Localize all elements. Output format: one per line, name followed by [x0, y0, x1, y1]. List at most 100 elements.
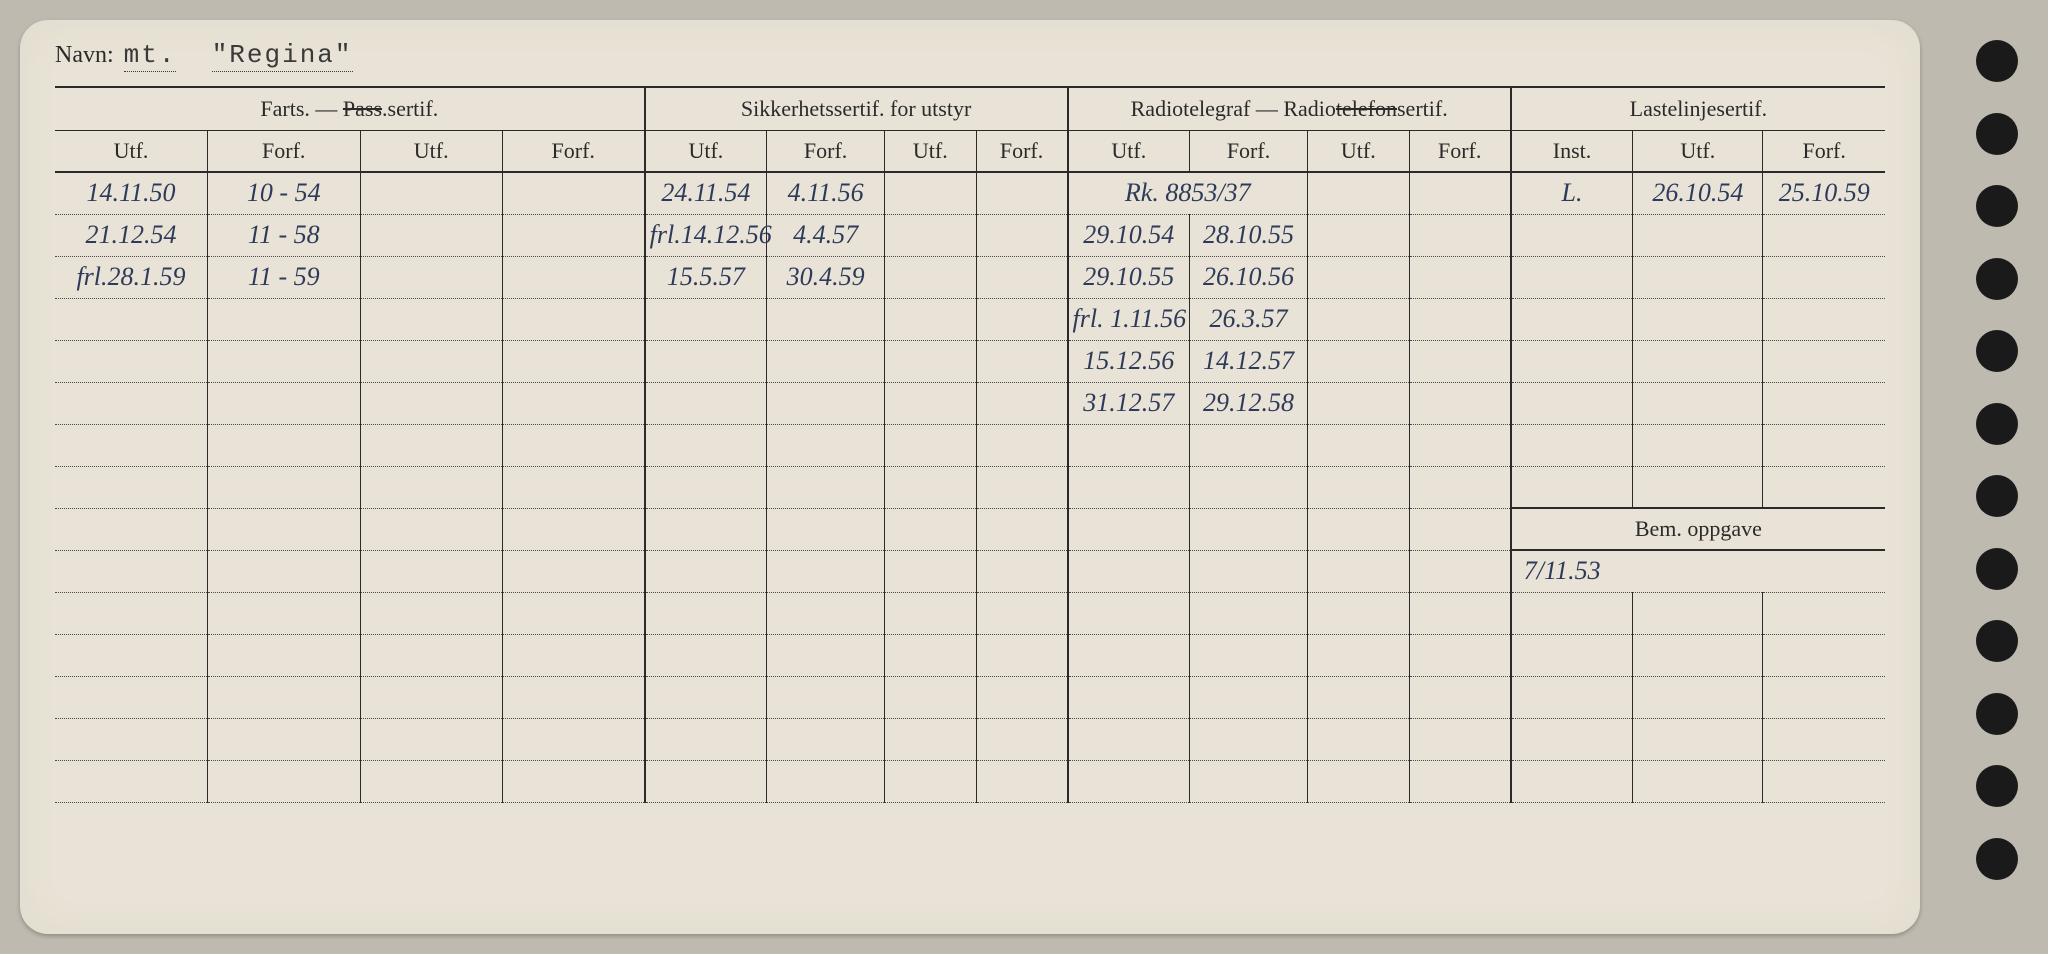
cell	[1307, 718, 1409, 760]
cell	[1511, 424, 1633, 466]
cell	[502, 424, 644, 466]
cell	[885, 508, 976, 550]
cell	[1763, 718, 1885, 760]
cell	[208, 340, 361, 382]
cell	[767, 424, 885, 466]
cell	[976, 634, 1067, 676]
cell	[1190, 508, 1308, 550]
cell	[55, 592, 208, 634]
cell	[1409, 214, 1511, 256]
cell	[645, 676, 767, 718]
cell	[360, 634, 502, 676]
cell	[976, 172, 1067, 214]
cell	[767, 634, 885, 676]
punch-hole	[1976, 765, 2018, 807]
cell	[767, 550, 885, 592]
cell	[360, 676, 502, 718]
cell	[767, 466, 885, 508]
col-inst: Inst.	[1511, 130, 1633, 172]
cell	[1307, 424, 1409, 466]
cell	[208, 676, 361, 718]
col-forf: Forf.	[976, 130, 1067, 172]
col-forf: Forf.	[1763, 130, 1885, 172]
cell	[976, 256, 1067, 298]
cell	[1763, 424, 1885, 466]
table-row	[55, 466, 1885, 508]
col-group-farts: Farts. — Pass.sertif.	[55, 88, 645, 130]
cell	[976, 676, 1067, 718]
cell	[885, 676, 976, 718]
cell	[645, 634, 767, 676]
punch-hole	[1976, 258, 2018, 300]
cell	[1763, 466, 1885, 508]
cell	[1307, 256, 1409, 298]
cell	[976, 718, 1067, 760]
cell	[1763, 214, 1885, 256]
cell	[1307, 676, 1409, 718]
cell	[1190, 676, 1308, 718]
cell	[1307, 760, 1409, 802]
cell	[645, 340, 767, 382]
cell	[55, 382, 208, 424]
cell	[502, 634, 644, 676]
cell	[1409, 298, 1511, 340]
punch-hole	[1976, 693, 2018, 735]
cell	[55, 634, 208, 676]
cell	[885, 466, 976, 508]
cell	[1633, 592, 1763, 634]
cell	[1307, 592, 1409, 634]
cell	[1190, 634, 1308, 676]
col-utf: Utf.	[360, 130, 502, 172]
cell: 31.12.57	[1068, 382, 1190, 424]
cell	[1190, 592, 1308, 634]
cell	[502, 172, 644, 214]
cell	[360, 718, 502, 760]
col-forf: Forf.	[767, 130, 885, 172]
cell	[1409, 424, 1511, 466]
cell	[767, 718, 885, 760]
cell	[1511, 592, 1633, 634]
cell	[1190, 466, 1308, 508]
cell	[55, 424, 208, 466]
cell	[645, 382, 767, 424]
cell	[1409, 382, 1511, 424]
cell	[1068, 550, 1190, 592]
cell	[1511, 256, 1633, 298]
cell	[976, 508, 1067, 550]
cell	[1307, 550, 1409, 592]
cell	[976, 760, 1067, 802]
cell	[1511, 466, 1633, 508]
cell	[360, 298, 502, 340]
cell	[885, 550, 976, 592]
table-row: 21.12.5411 - 58frl.14.12.564.4.5729.10.5…	[55, 214, 1885, 256]
cell: 25.10.59	[1763, 172, 1885, 214]
cell: 29.10.54	[1068, 214, 1190, 256]
punch-hole	[1976, 838, 2018, 880]
cell	[360, 466, 502, 508]
cell: 15.5.57	[645, 256, 767, 298]
cell	[1307, 340, 1409, 382]
cell	[208, 298, 361, 340]
cell	[1409, 676, 1511, 718]
cell	[502, 466, 644, 508]
cell	[1409, 718, 1511, 760]
cell	[767, 676, 885, 718]
table-row	[55, 634, 1885, 676]
cell: 14.11.50	[55, 172, 208, 214]
cell: 30.4.59	[767, 256, 885, 298]
cell	[645, 466, 767, 508]
cell	[885, 718, 976, 760]
table-row: 15.12.5614.12.57	[55, 340, 1885, 382]
cell	[645, 592, 767, 634]
cell	[1409, 634, 1511, 676]
cell: 11 - 58	[208, 214, 361, 256]
cell	[885, 592, 976, 634]
cell	[885, 256, 976, 298]
cell	[208, 466, 361, 508]
cell	[208, 382, 361, 424]
col-forf: Forf.	[1409, 130, 1511, 172]
table-wrapper: Farts. — Pass.sertif. Sikkerhetssertif. …	[55, 86, 1885, 803]
cell	[502, 760, 644, 802]
cell	[1633, 718, 1763, 760]
cell: 26.10.56	[1190, 256, 1308, 298]
